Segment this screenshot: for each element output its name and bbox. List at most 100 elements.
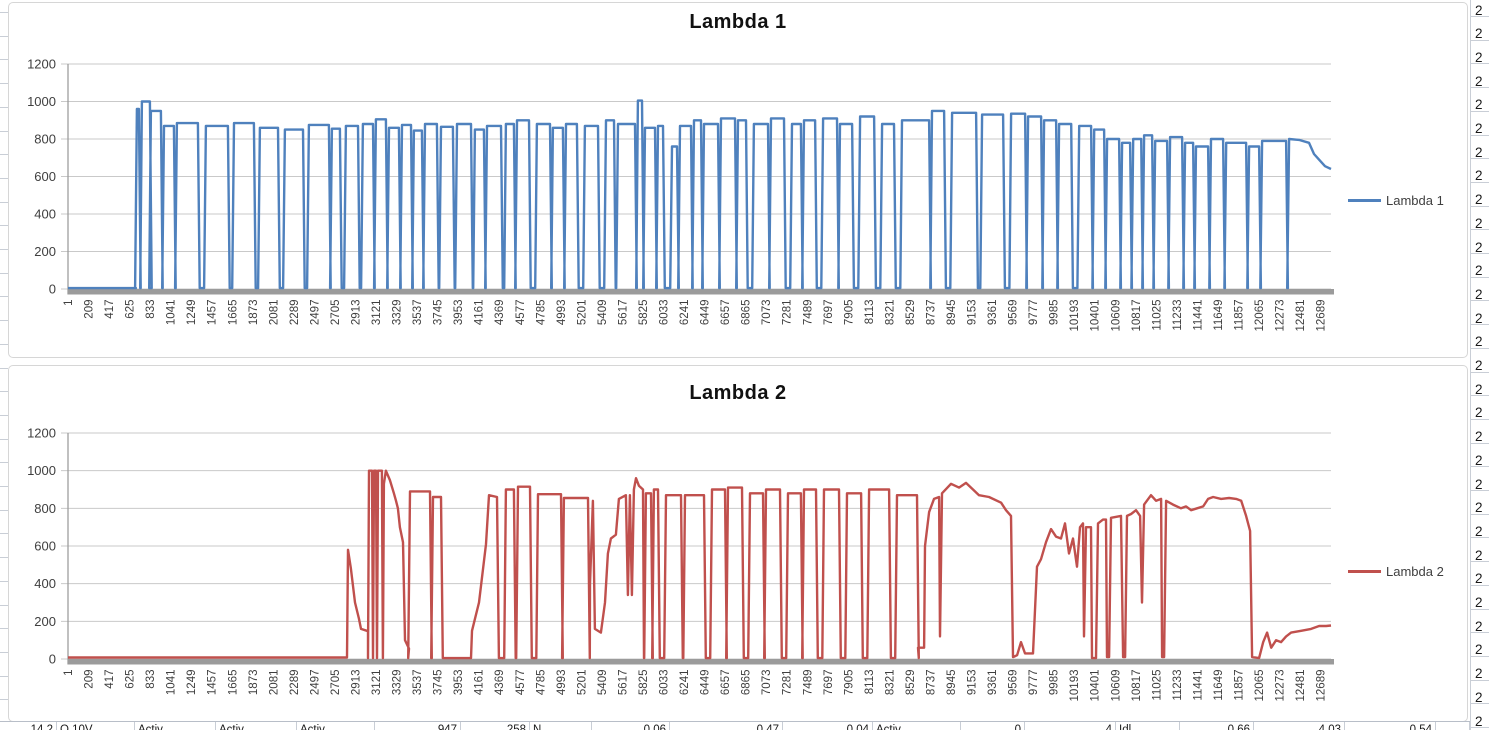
sheet-cell-value[interactable]: 2: [1475, 523, 1483, 539]
svg-text:6449: 6449: [700, 670, 712, 696]
sheet-cell-value[interactable]: 2: [1475, 192, 1483, 208]
sheet-bottom-cell[interactable]: 0.04: [783, 722, 873, 730]
svg-text:1665: 1665: [227, 670, 239, 696]
sheet-cell-value[interactable]: 2: [1475, 310, 1483, 326]
chart2-legend[interactable]: Lambda 2: [1348, 564, 1444, 579]
sheet-cell-value[interactable]: 2: [1475, 121, 1483, 136]
svg-text:9153: 9153: [967, 300, 979, 326]
sheet-cell-value[interactable]: 2: [1475, 642, 1483, 658]
chart2-legend-label: Lambda 2: [1386, 564, 1444, 579]
series-line-lambda-2[interactable]: [68, 469, 1332, 660]
sheet-bottom-cell[interactable]: N: [530, 722, 592, 730]
svg-text:3745: 3745: [433, 670, 445, 696]
svg-text:7905: 7905: [843, 670, 855, 696]
svg-text:11025: 11025: [1151, 670, 1163, 701]
svg-text:4577: 4577: [515, 670, 527, 696]
sheet-cell-value[interactable]: 2: [1475, 2, 1483, 18]
sheet-bottom-cell[interactable]: Activ: [135, 722, 216, 730]
svg-text:6033: 6033: [659, 670, 671, 696]
sheet-cell-value[interactable]: 2: [1475, 500, 1483, 516]
sheet-bottom-cell[interactable]: 0.47: [670, 722, 783, 730]
sheet-cell-value[interactable]: 2: [1475, 595, 1483, 610]
sheet-bottom-cell[interactable]: Activ: [873, 722, 961, 730]
sheet-cell-value[interactable]: 2: [1475, 168, 1483, 184]
sheet-bottom-cell[interactable]: Activ: [216, 722, 297, 730]
y-axis-label: 400: [34, 576, 56, 591]
sheet-bottom-cell[interactable]: Activ: [297, 722, 375, 730]
sheet-bottom-cell[interactable]: 0.06: [592, 722, 670, 730]
svg-text:3537: 3537: [412, 670, 424, 696]
svg-text:6241: 6241: [679, 670, 691, 696]
svg-text:7905: 7905: [843, 300, 855, 326]
svg-text:1665: 1665: [227, 300, 239, 326]
sheet-bottom-cell[interactable]: 14.2: [0, 722, 57, 730]
sheet-cell-value[interactable]: 2: [1475, 452, 1483, 468]
chart-lambda1[interactable]: Lambda 1 Lambda 1 0 200 400 600 800 1000 1200 1…: [8, 2, 1468, 358]
chart1-legend-label: Lambda 1: [1386, 193, 1444, 208]
sheet-cell-value[interactable]: 2: [1475, 689, 1483, 705]
sheet-cell-value[interactable]: 2: [1475, 334, 1483, 350]
sheet-bottom-cell[interactable]: 258: [461, 722, 530, 730]
chart-plot-area-1[interactable]: 0 200 400 600 800 1000 1200 1 209 417 625 833 1041 12…: [9, 3, 1469, 359]
svg-text:833: 833: [145, 670, 157, 689]
svg-text:11649: 11649: [1213, 670, 1225, 701]
svg-text:3121: 3121: [371, 300, 383, 326]
svg-text:10609: 10609: [1110, 300, 1122, 332]
svg-text:8529: 8529: [905, 670, 917, 696]
svg-text:2497: 2497: [309, 300, 321, 326]
svg-text:4369: 4369: [494, 300, 506, 326]
sheet-cell-value[interactable]: 2: [1475, 286, 1483, 302]
svg-text:3537: 3537: [412, 300, 424, 326]
svg-text:4993: 4993: [556, 670, 568, 696]
y-axis-label: 200: [34, 244, 56, 259]
y-axis-label: 600: [34, 169, 56, 184]
svg-text:10609: 10609: [1110, 670, 1122, 702]
sheet-cell-value[interactable]: 2: [1475, 429, 1483, 445]
sheet-bottom-cell[interactable]: O 10V: [57, 722, 135, 730]
sheet-bottom-cell[interactable]: Idl: [1116, 722, 1180, 730]
sheet-cell-value[interactable]: 2: [1475, 618, 1483, 634]
y-axis-label: 0: [49, 652, 56, 667]
sheet-cell-value[interactable]: 2: [1475, 358, 1483, 373]
svg-text:10401: 10401: [1090, 300, 1102, 332]
sheet-bottom-row[interactable]: 14.2 O 10V Activ Activ Activ 947 258 N 0.06 0.47 0…: [0, 721, 1470, 730]
svg-text:1: 1: [63, 300, 75, 306]
sheet-cell-value[interactable]: 2: [1475, 666, 1483, 682]
sheet-cell-value[interactable]: 2: [1475, 49, 1483, 65]
sheet-cell-value[interactable]: 2: [1475, 73, 1483, 89]
sheet-cell-value[interactable]: 2: [1475, 144, 1483, 160]
series-line-lambda-1[interactable]: [68, 99, 1332, 290]
svg-text:8321: 8321: [884, 300, 896, 326]
sheet-cell-value[interactable]: 2: [1475, 476, 1483, 492]
svg-text:2081: 2081: [268, 670, 280, 696]
svg-text:209: 209: [84, 300, 96, 319]
sheet-bottom-cell[interactable]: 4.03: [1254, 722, 1345, 730]
chart-plot-area-2[interactable]: 0 200 400 600 800 1000 1200 1 209 417 625 833 1041 12…: [9, 366, 1469, 723]
chart-lambda2[interactable]: Lambda 2 Lambda 2 0 200 400 600 800 1000 1200 1…: [8, 365, 1468, 722]
sheet-bottom-cell[interactable]: 0: [961, 722, 1025, 730]
y-axis-label: 1200: [27, 57, 56, 72]
sheet-bottom-cell[interactable]: 947: [375, 722, 461, 730]
x-axis-labels: 1 209 417 625 833 1041 1249 1457 1665 1873 2081 228…: [63, 670, 1328, 702]
svg-text:9777: 9777: [1028, 300, 1040, 326]
svg-text:5617: 5617: [617, 670, 629, 696]
sheet-cell-value[interactable]: 2: [1475, 713, 1483, 729]
sheet-cell-value[interactable]: 2: [1475, 571, 1483, 587]
sheet-cell-value[interactable]: 2: [1475, 97, 1483, 113]
chart1-legend[interactable]: Lambda 1: [1348, 193, 1444, 208]
sheet-cell-value[interactable]: 2: [1475, 405, 1483, 421]
gridlines: 0 200 400 600 800 1000 1200: [27, 426, 1331, 667]
svg-text:3329: 3329: [392, 300, 404, 326]
sheet-bottom-cell[interactable]: 0.66: [1180, 722, 1254, 730]
sheet-cell-value[interactable]: 2: [1475, 381, 1483, 397]
sheet-cell-value[interactable]: 2: [1475, 263, 1483, 279]
x-axis-tick-band: [68, 289, 1334, 295]
sheet-cell-value[interactable]: 2: [1475, 547, 1483, 563]
sheet-cell-value[interactable]: 2: [1475, 239, 1483, 255]
svg-text:7697: 7697: [823, 670, 835, 696]
sheet-cell-value[interactable]: 2: [1475, 26, 1483, 42]
sheet-bottom-cell[interactable]: [1436, 722, 1470, 730]
sheet-bottom-cell[interactable]: 0.54: [1345, 722, 1436, 730]
sheet-bottom-cell[interactable]: 4: [1025, 722, 1116, 730]
sheet-cell-value[interactable]: 2: [1475, 215, 1483, 231]
